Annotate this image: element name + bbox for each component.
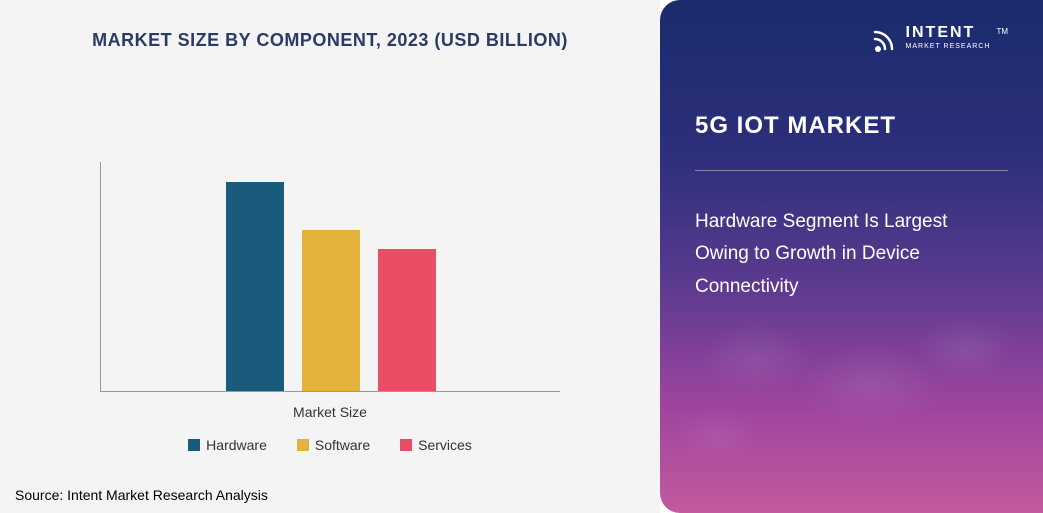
legend: Hardware Software Services (40, 437, 620, 453)
legend-label: Services (418, 437, 472, 453)
chart-title: MARKET SIZE BY COMPONENT, 2023 (USD BILL… (40, 30, 620, 51)
bars-container (100, 162, 560, 392)
panel-heading: 5G IOT MARKET (695, 112, 1008, 140)
source-note: Source: Intent Market Research Analysis (15, 487, 268, 503)
legend-item-software: Software (297, 437, 370, 453)
legend-swatch-services (400, 439, 412, 451)
legend-item-services: Services (400, 437, 472, 453)
chart-area: Market Size (100, 81, 560, 392)
logo-main: INTENT (906, 25, 991, 41)
logo-tm: TM (996, 27, 1008, 36)
logo-text: INTENT MARKET RESEARCH (906, 25, 991, 50)
legend-label: Software (315, 437, 370, 453)
brand-logo: INTENT MARKET RESEARCH TM (695, 25, 1008, 57)
divider (695, 170, 1008, 171)
logo-sub: MARKET RESEARCH (906, 43, 991, 50)
chart-panel: MARKET SIZE BY COMPONENT, 2023 (USD BILL… (0, 0, 660, 513)
legend-item-hardware: Hardware (188, 437, 267, 453)
bar-hardware (226, 182, 284, 391)
legend-label: Hardware (206, 437, 267, 453)
legend-swatch-hardware (188, 439, 200, 451)
x-axis-label: Market Size (100, 404, 560, 420)
signal-icon (868, 25, 900, 57)
bar-software (302, 230, 360, 391)
legend-swatch-software (297, 439, 309, 451)
panel-body: Hardware Segment Is Largest Owing to Gro… (695, 206, 995, 303)
info-panel: INTENT MARKET RESEARCH TM 5G IOT MARKET … (660, 0, 1043, 513)
bar-services (378, 249, 436, 391)
